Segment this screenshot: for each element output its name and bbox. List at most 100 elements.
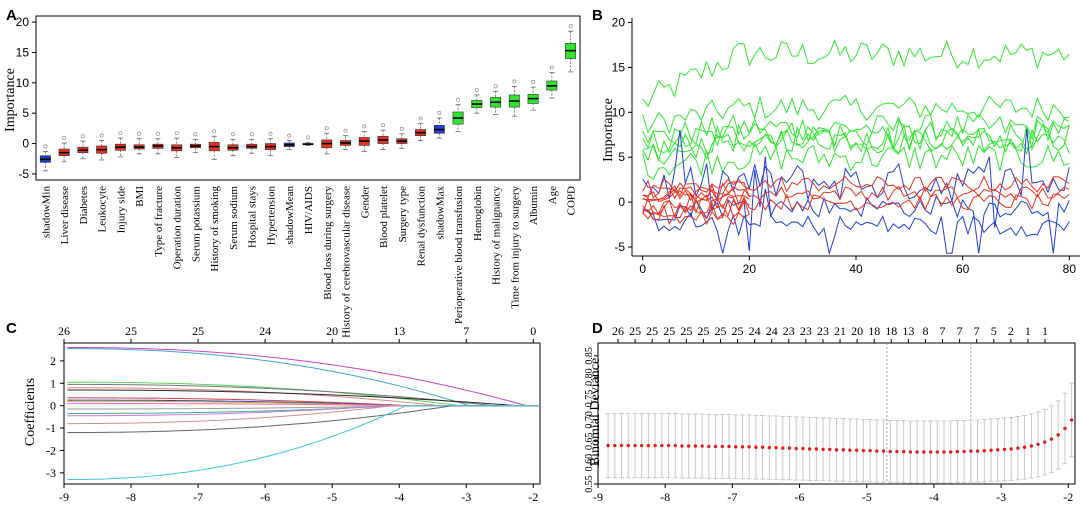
b-series-6-0	[642, 142, 1070, 181]
d-toptick-label-1: 25	[629, 324, 641, 338]
d-point-46	[915, 450, 919, 454]
d-point-11	[680, 444, 684, 448]
d-point-51	[949, 450, 953, 454]
a-xtick-label-2: Diabetes	[78, 186, 90, 224]
d-point-39	[868, 448, 872, 453]
d-toptick-label-15: 18	[868, 324, 880, 338]
d-point-67	[1056, 433, 1060, 437]
d-toptick-label-0: 26	[612, 324, 624, 338]
c-ytick-label-2: -1	[46, 421, 56, 435]
c-path-marker-7: ·	[69, 398, 70, 403]
d-point-16	[713, 444, 718, 449]
a-ytick-label-1: 0	[22, 137, 29, 151]
d-toptick-label-21: 7	[974, 324, 980, 338]
b-series-1-0	[642, 94, 1070, 135]
b-xtick-label-4: 80	[1063, 262, 1077, 276]
b-xtick-label-1: 20	[743, 262, 757, 276]
d-toptick-label-2: 25	[646, 324, 658, 338]
d-xtick-label-0: -9	[593, 490, 603, 504]
a-xtick-label-19: Surgery type	[397, 186, 409, 242]
c-path-marker-1: ·	[69, 347, 70, 352]
panel-a-letter: A	[6, 7, 17, 24]
d-point-42	[888, 449, 892, 454]
d-ytick-label-0: 0.55	[584, 475, 595, 493]
b-series-2-0	[642, 113, 1070, 150]
d-point-15	[707, 444, 711, 449]
d-toptick-label-11: 23	[800, 324, 812, 338]
a-outlier-28	[568, 24, 573, 29]
d-point-25	[774, 445, 778, 450]
d-point-62	[1022, 445, 1027, 449]
a-xtick-label-7: Operation duration	[172, 186, 184, 270]
b-ytick-label-5: 20	[612, 15, 626, 29]
d-point-21	[747, 445, 751, 449]
d-point-0	[606, 443, 610, 448]
b-xtick-label-0: 0	[639, 262, 646, 276]
a-outlier-21	[437, 111, 442, 115]
d-point-27	[787, 446, 792, 450]
d-point-4	[633, 443, 637, 448]
c-path-marker-11: ·	[69, 412, 70, 417]
c-toptick-label-0: 26	[58, 324, 70, 338]
a-xtick-label-16: History of cerebrovascular disease	[341, 186, 353, 338]
d-point-19	[734, 445, 738, 449]
d-point-7	[653, 443, 657, 448]
a-xtick-label-12: Hypertension	[265, 186, 277, 246]
b-series-5-0	[642, 128, 1070, 165]
c-path-marker-12: ·	[69, 414, 70, 419]
d-point-41	[881, 449, 886, 453]
a-xtick-label-10: Serum sodium	[228, 186, 240, 250]
c-ytick-label-4: 1	[50, 376, 56, 390]
d-xtick-label-1: -8	[660, 490, 670, 504]
d-point-44	[901, 449, 906, 454]
a-outlier-24	[493, 84, 498, 89]
d-point-61	[1016, 446, 1020, 450]
a-outlier-22	[456, 97, 460, 102]
b-series-13-5	[642, 178, 750, 200]
panel-a-ylabel: Importance	[3, 68, 18, 132]
panel-b-ylabel: Importance	[601, 98, 616, 162]
d-toptick-label-10: 23	[783, 324, 795, 338]
c-xtick-label-0: -9	[59, 490, 69, 504]
a-outlier-3	[99, 133, 104, 138]
d-ytick-label-3: 0.70	[584, 411, 595, 429]
panel-c-ylabel: Coefficients	[23, 378, 38, 446]
d-point-53	[962, 449, 966, 454]
d-toptick-label-18: 8	[922, 324, 928, 338]
d-point-38	[861, 448, 866, 453]
b-series-4-0	[642, 122, 1070, 163]
a-xtick-label-3: Leukocyte	[97, 186, 109, 233]
d-point-6	[646, 443, 651, 448]
c-path-marker-3: ·	[69, 382, 70, 387]
b-ytick-label-1: 0	[618, 195, 625, 209]
a-xtick-label-23: Hemoglobin	[472, 186, 484, 241]
a-ytick-label-5: 20	[16, 15, 30, 29]
a-outlier-0	[43, 144, 48, 149]
c-ytick-label-3: 0	[50, 399, 56, 413]
d-point-63	[1029, 444, 1034, 448]
a-outlier-6	[156, 131, 160, 136]
b-ytick-label-0: -5	[614, 240, 625, 254]
c-path-marker-14: ·	[69, 431, 70, 436]
a-outlier-8	[193, 132, 198, 137]
a-outlier-18	[381, 123, 385, 128]
c-path-12	[67, 405, 540, 417]
d-point-5	[639, 443, 644, 448]
d-point-22	[754, 445, 758, 449]
a-outlier-27	[549, 65, 554, 70]
b-series-8-0	[642, 156, 1070, 254]
c-ytick-label-0: -3	[46, 466, 56, 480]
d-point-69	[1069, 418, 1074, 422]
c-path-6	[67, 397, 540, 407]
c-path-marker-4: ·	[69, 386, 70, 391]
c-path-13	[67, 405, 540, 425]
a-outlier-15	[324, 126, 329, 131]
c-toptick-label-2: 25	[192, 324, 204, 338]
d-point-23	[760, 445, 765, 449]
panel-b-letter: B	[592, 7, 603, 24]
c-path-0	[67, 347, 540, 407]
d-ytick-label-2: 0.65	[584, 433, 595, 451]
c-toptick-label-1: 25	[125, 324, 137, 338]
c-path-marker-13: ·	[69, 422, 70, 427]
a-xtick-label-26: Albumin	[528, 186, 540, 226]
